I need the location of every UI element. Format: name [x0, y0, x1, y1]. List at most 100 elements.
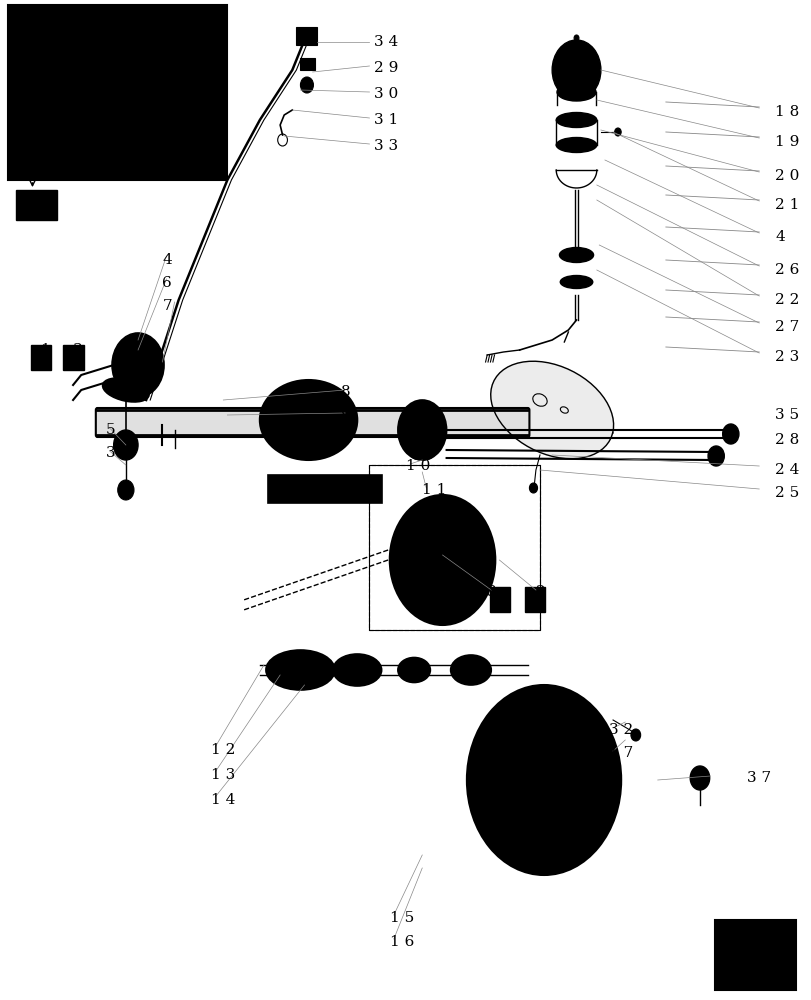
Text: 1 . 4 0  7 / 0 1: 1 . 4 0 7 / 0 1	[277, 484, 371, 494]
Ellipse shape	[559, 247, 593, 262]
Circle shape	[410, 415, 434, 445]
Polygon shape	[726, 930, 783, 966]
Circle shape	[689, 766, 709, 790]
Bar	[101, 62, 134, 122]
Ellipse shape	[333, 654, 381, 686]
Ellipse shape	[397, 658, 430, 682]
Bar	[85, 25, 150, 160]
Text: 1: 1	[36, 351, 45, 363]
Circle shape	[485, 736, 496, 750]
Circle shape	[538, 698, 549, 712]
Text: 1 6: 1 6	[389, 935, 414, 949]
Text: 2 5: 2 5	[775, 486, 799, 500]
Circle shape	[180, 75, 209, 110]
Text: 2 8: 2 8	[775, 433, 799, 447]
Text: 1 3: 1 3	[211, 768, 235, 782]
Text: 2 0: 2 0	[775, 169, 799, 183]
Bar	[31, 345, 51, 370]
Text: 1 8: 1 8	[775, 105, 799, 119]
Text: 3 5: 3 5	[775, 408, 799, 422]
Bar	[296, 27, 316, 45]
Circle shape	[438, 503, 446, 513]
Text: 3 1: 3 1	[373, 113, 397, 127]
Circle shape	[590, 810, 602, 824]
Circle shape	[477, 773, 488, 787]
Circle shape	[389, 495, 495, 625]
Ellipse shape	[556, 112, 596, 127]
Bar	[369, 465, 539, 630]
Text: 2: 2	[530, 592, 538, 605]
Text: 9: 9	[341, 408, 350, 422]
Circle shape	[480, 555, 488, 565]
FancyBboxPatch shape	[96, 408, 529, 437]
Circle shape	[614, 128, 620, 136]
Circle shape	[397, 400, 446, 460]
Circle shape	[408, 592, 416, 602]
Circle shape	[573, 35, 578, 41]
Circle shape	[414, 525, 470, 595]
Text: 1 9: 1 9	[775, 135, 799, 149]
Ellipse shape	[403, 662, 423, 678]
Ellipse shape	[560, 275, 592, 288]
Circle shape	[114, 430, 138, 460]
Text: 1 2: 1 2	[211, 743, 235, 757]
Text: 7: 7	[162, 299, 172, 313]
Circle shape	[485, 810, 496, 824]
Circle shape	[438, 607, 446, 617]
Text: 2 2: 2 2	[775, 293, 799, 307]
Ellipse shape	[410, 450, 433, 460]
Circle shape	[26, 75, 55, 110]
Circle shape	[408, 518, 416, 528]
Ellipse shape	[450, 655, 491, 685]
Text: 8: 8	[341, 385, 350, 399]
Text: 4: 4	[162, 253, 172, 267]
Bar	[268, 475, 381, 503]
Text: 3: 3	[69, 351, 77, 363]
Circle shape	[529, 483, 537, 493]
Circle shape	[468, 592, 476, 602]
Text: 1 1: 1 1	[422, 483, 446, 497]
Bar	[714, 920, 795, 990]
Ellipse shape	[260, 380, 357, 460]
Text: 5: 5	[105, 423, 115, 437]
Text: 2 6: 2 6	[775, 263, 799, 277]
Circle shape	[508, 708, 519, 722]
Circle shape	[722, 424, 738, 444]
Bar	[8, 5, 227, 180]
Text: 3 4: 3 4	[373, 35, 397, 49]
Bar	[16, 190, 57, 220]
Text: 2 9: 2 9	[373, 61, 397, 75]
Circle shape	[396, 555, 404, 565]
Text: 3: 3	[73, 343, 83, 357]
Text: 3 0: 3 0	[373, 87, 397, 101]
Circle shape	[590, 736, 602, 750]
Bar	[63, 345, 84, 370]
Polygon shape	[490, 361, 613, 459]
Text: 6: 6	[162, 276, 172, 290]
Text: 2 4: 2 4	[775, 463, 799, 477]
Text: 2 1: 2 1	[775, 198, 799, 212]
Ellipse shape	[556, 137, 596, 152]
Bar	[300, 58, 315, 70]
Ellipse shape	[265, 650, 334, 690]
Text: 2 3: 2 3	[775, 350, 799, 364]
Text: 2 7: 2 7	[775, 320, 799, 334]
Circle shape	[468, 518, 476, 528]
Ellipse shape	[102, 378, 149, 402]
Circle shape	[630, 729, 640, 741]
Text: 3: 3	[495, 592, 503, 605]
Text: 1: 1	[41, 343, 50, 357]
Ellipse shape	[568, 251, 584, 259]
Text: 2: 2	[535, 585, 545, 599]
Ellipse shape	[341, 659, 373, 681]
Circle shape	[561, 52, 590, 88]
Circle shape	[300, 77, 313, 93]
Text: 1 0: 1 0	[406, 459, 430, 473]
Bar	[489, 587, 509, 612]
Bar	[524, 587, 544, 612]
Circle shape	[538, 848, 549, 862]
Text: 3: 3	[487, 585, 496, 599]
Text: 3 7: 3 7	[746, 771, 770, 785]
Circle shape	[112, 333, 164, 397]
Circle shape	[508, 838, 519, 852]
